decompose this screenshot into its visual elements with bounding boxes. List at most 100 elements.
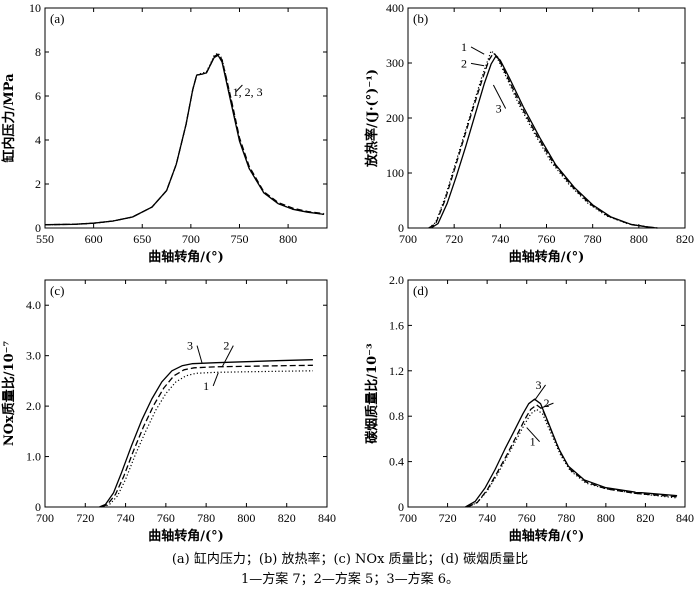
- y-axis-title-d: 碳烟质量比/10⁻³: [364, 343, 380, 444]
- panel-b: 700 720 740 760 780 800 820 0 100 200 300 400 (b) 曲轴转…: [364, 1, 694, 265]
- y-tick-label-d: 0: [398, 500, 404, 514]
- x-tick-label-c: 760: [157, 511, 175, 525]
- series-1-line-d: [467, 408, 678, 508]
- annotation-label-c: 3: [187, 339, 193, 353]
- series-1-line-a: [44, 52, 325, 226]
- panel-label-c: (c): [50, 283, 64, 298]
- plot-frame-c: [44, 279, 328, 508]
- x-axis-title-b: 曲轴转角/(°): [509, 249, 585, 265]
- x-tick-label-d: 720: [439, 511, 457, 525]
- x-tick-label-d: 800: [597, 511, 615, 525]
- annotation-label-a: 1, 2, 3: [233, 85, 263, 99]
- x-tick-label-b: 800: [630, 232, 648, 246]
- panel-label-d: (d): [413, 283, 428, 298]
- y-tick-label-c: 4.0: [26, 298, 41, 312]
- y-tick-label-d: 0.8: [389, 409, 404, 423]
- series-2-line-c: [101, 364, 313, 508]
- annotation-leader-b: [470, 46, 485, 55]
- annotation-label-c: 1: [203, 379, 209, 393]
- y-axis-title-c: NOx质量比/10⁻⁷: [1, 341, 17, 447]
- x-tick-label-b: 760: [538, 232, 556, 246]
- series-1-line-b: [428, 50, 658, 229]
- x-tick-label-b: 780: [584, 232, 602, 246]
- y-tick-label-b: 200: [386, 111, 404, 125]
- x-tick-label-a: 550: [36, 232, 54, 246]
- panel-d: 700 720 740 760 780 800 820 840 0 0.4 0.8 1.2 1.6 2.0…: [364, 273, 694, 544]
- x-axis-title-c: 曲轴转角/(°): [148, 528, 224, 544]
- plot-frame-a: [44, 7, 328, 229]
- y-tick-label-b: 100: [386, 166, 404, 180]
- x-tick-label-a: 600: [85, 232, 103, 246]
- x-tick-label-c: 840: [318, 511, 336, 525]
- x-tick-label-b: 740: [491, 232, 509, 246]
- x-tick-label-a: 700: [182, 232, 200, 246]
- annotation-label-d: 1: [530, 435, 536, 449]
- y-tick-label-b: 300: [386, 56, 404, 70]
- y-axis-title-a: 缸内压力/MPa: [1, 73, 17, 164]
- annotation-label-d: 3: [536, 378, 542, 392]
- annotation-leader-d: [526, 427, 540, 443]
- annotation-leader-d: [534, 384, 546, 401]
- x-tick-label-c: 740: [117, 511, 135, 525]
- x-tick-label-c: 720: [76, 511, 94, 525]
- series-3-line-d: [465, 398, 678, 508]
- x-tick-label-d: 780: [557, 511, 575, 525]
- y-tick-label-a: 2: [35, 177, 41, 191]
- y-tick-label-a: 0: [35, 221, 41, 235]
- panel-label-b: (b): [413, 11, 428, 26]
- annotation-leader-b: [470, 62, 485, 67]
- x-tick-label-c: 780: [197, 511, 215, 525]
- y-tick-label-d: 0.4: [389, 455, 404, 469]
- x-tick-label-c: 800: [237, 511, 255, 525]
- annotation-leader-b: [492, 84, 507, 109]
- caption-line-1: (a) 缸内压力；(b) 放热率；(c) NOx 质量比；(d) 碳烟质量比: [171, 552, 529, 567]
- y-tick-label-a: 10: [29, 1, 41, 15]
- annotation-label-b: 1: [461, 40, 467, 54]
- x-tick-label-c: 820: [278, 511, 296, 525]
- y-tick-label-c: 0: [35, 500, 41, 514]
- series-3-line-c: [99, 359, 313, 508]
- y-tick-label-d: 2.0: [389, 273, 404, 287]
- annotation-leader-d: [540, 402, 554, 409]
- series-3-line-a: [44, 54, 325, 226]
- x-tick-label-d: 820: [636, 511, 654, 525]
- annotation-leader-c: [196, 345, 203, 364]
- annotation-label-b: 3: [496, 102, 502, 116]
- series-1-line-c: [103, 370, 313, 508]
- x-tick-label-d: 700: [399, 511, 417, 525]
- panel-c: 700 720 740 760 780 800 820 840 0 1.0 2.0 3.0 4.0 (c)…: [1, 279, 336, 544]
- x-tick-label-d: 740: [478, 511, 496, 525]
- y-tick-label-c: 3.0: [26, 349, 41, 363]
- y-tick-label-a: 6: [35, 89, 41, 103]
- x-axis-title-a: 曲轴转角/(°): [148, 249, 224, 265]
- y-tick-label-c: 2.0: [26, 399, 41, 413]
- x-tick-label-c: 700: [36, 511, 54, 525]
- y-tick-label-a: 8: [35, 45, 41, 59]
- x-tick-label-d: 760: [518, 511, 536, 525]
- series-3-line-b: [430, 55, 658, 229]
- annotation-leader-c: [221, 345, 234, 367]
- series-2-line-a: [44, 53, 325, 226]
- x-tick-label-b: 720: [445, 232, 463, 246]
- y-tick-label-b: 400: [386, 1, 404, 15]
- y-tick-label-b: 0: [398, 221, 404, 235]
- x-tick-label-b: 820: [676, 232, 694, 246]
- x-tick-label-b: 700: [399, 232, 417, 246]
- annotation-label-d: 2: [543, 396, 549, 410]
- panel-a: 550 600 650 700 750 800 0 2 4 6 8 10 (a) 曲轴转角/(°) 缸内压力…: [1, 1, 328, 265]
- panel-label-a: (a): [50, 11, 64, 26]
- annotation-leader-c: [212, 372, 219, 387]
- annotation-label-c: 2: [223, 339, 229, 353]
- y-tick-label-a: 4: [35, 133, 41, 147]
- y-tick-label-d: 1.6: [389, 318, 404, 332]
- y-tick-label-d: 1.2: [389, 364, 404, 378]
- x-tick-label-a: 650: [133, 232, 151, 246]
- annotation-leader-a: [235, 84, 243, 93]
- caption-line-2: 1—方案 7；2—方案 5；3—方案 6。: [240, 572, 460, 587]
- x-tick-label-a: 800: [279, 232, 297, 246]
- series-2-line-b: [428, 52, 658, 229]
- y-tick-label-c: 1.0: [26, 450, 41, 464]
- plot-frame-d: [407, 279, 686, 508]
- y-axis-title-b: 放热率/(J·(°)⁻¹): [364, 69, 380, 168]
